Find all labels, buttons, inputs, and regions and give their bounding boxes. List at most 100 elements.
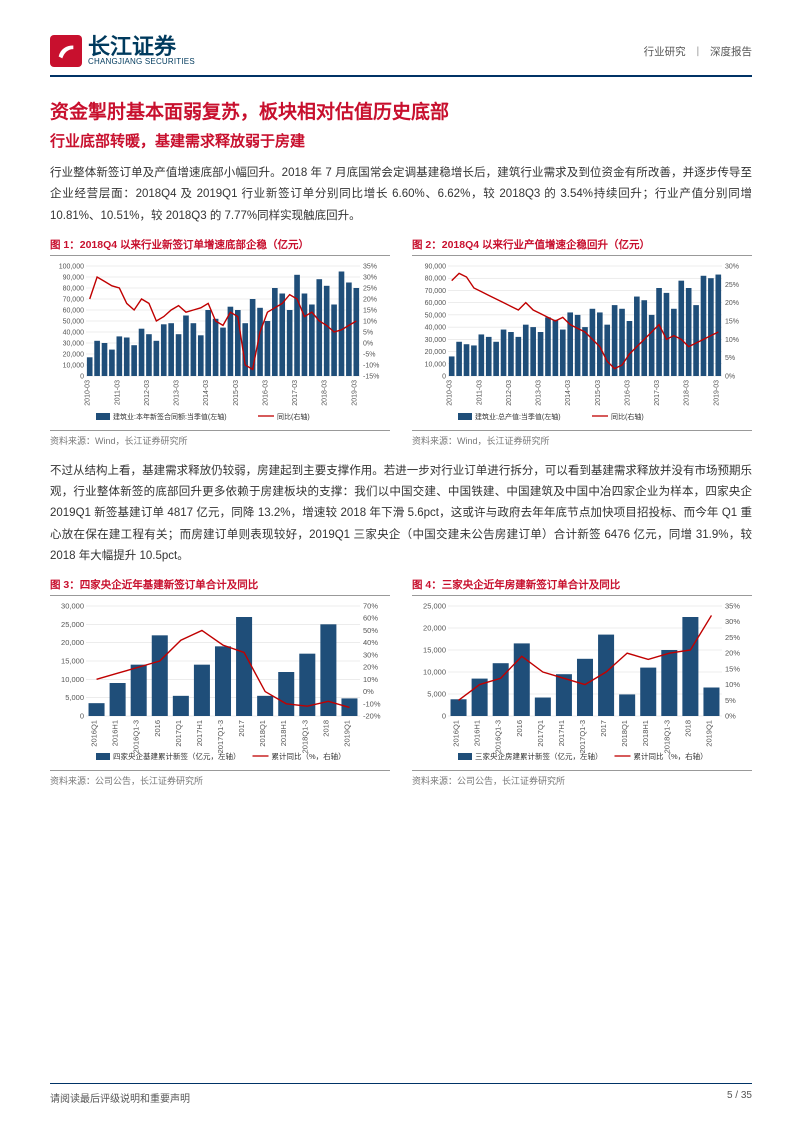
svg-text:25%: 25%: [725, 633, 740, 642]
svg-text:80,000: 80,000: [425, 276, 447, 283]
svg-text:-5%: -5%: [363, 351, 375, 358]
svg-text:累计同比（%，右轴）: 累计同比（%，右轴）: [634, 751, 708, 761]
svg-text:10,000: 10,000: [425, 361, 447, 368]
svg-text:5,000: 5,000: [65, 693, 84, 702]
svg-text:40,000: 40,000: [425, 324, 447, 331]
chart3: 05,00010,00015,00020,00025,00030,000-20%…: [50, 600, 390, 768]
charts-row-1: 图 1：2018Q4 以来行业新签订单增速底部企稳（亿元） 010,00020,…: [50, 237, 752, 447]
svg-text:2018-03: 2018-03: [322, 380, 329, 406]
svg-text:累计同比（%，右轴）: 累计同比（%，右轴）: [272, 751, 346, 761]
svg-text:20%: 20%: [725, 649, 740, 658]
svg-text:70,000: 70,000: [425, 288, 447, 295]
footer: 请阅读最后评级说明和重要声明 5 / 35: [50, 1083, 752, 1105]
svg-text:30,000: 30,000: [61, 602, 84, 611]
chart2-source: 资料来源：Wind，长江证券研究所: [412, 430, 752, 447]
logo-text-cn: 长江证券: [88, 36, 195, 58]
svg-text:2017-03: 2017-03: [292, 380, 299, 406]
svg-text:50,000: 50,000: [425, 312, 447, 319]
svg-text:建筑业:本年新签合同额:当季值(左轴): 建筑业:本年新签合同额:当季值(左轴): [113, 412, 227, 421]
svg-text:0%: 0%: [363, 340, 373, 347]
svg-text:30,000: 30,000: [425, 337, 447, 344]
svg-text:2017Q1: 2017Q1: [174, 720, 183, 747]
svg-text:-10%: -10%: [363, 699, 381, 708]
svg-text:2017-03: 2017-03: [654, 380, 661, 406]
svg-text:建筑业:总产值:当季值(左轴): 建筑业:总产值:当季值(左轴): [475, 412, 561, 421]
svg-text:2013-03: 2013-03: [174, 380, 181, 406]
svg-text:2016: 2016: [515, 720, 524, 737]
chart2: 010,00020,00030,00040,00050,00060,00070,…: [412, 260, 752, 428]
svg-text:15%: 15%: [363, 307, 377, 314]
svg-text:20,000: 20,000: [63, 351, 85, 358]
svg-text:20,000: 20,000: [61, 638, 84, 647]
sub-title: 行业底部转暖，基建需求释放弱于房建: [50, 130, 752, 151]
svg-text:三家央企房建累计新签（亿元，左轴）: 三家央企房建累计新签（亿元，左轴）: [475, 751, 603, 761]
svg-text:2012-03: 2012-03: [506, 380, 513, 406]
svg-text:2018H1: 2018H1: [641, 720, 650, 746]
svg-text:2016-03: 2016-03: [262, 380, 269, 406]
svg-text:0: 0: [80, 373, 84, 380]
svg-text:0%: 0%: [725, 712, 736, 721]
svg-text:2012-03: 2012-03: [144, 380, 151, 406]
main-title: 资金掣肘基本面弱复苏，板块相对估值历史底部: [50, 97, 752, 124]
svg-text:2018Q1-3: 2018Q1-3: [300, 720, 309, 753]
svg-text:2013-03: 2013-03: [536, 380, 543, 406]
svg-text:20%: 20%: [363, 663, 378, 672]
svg-text:-15%: -15%: [363, 373, 379, 380]
svg-text:2018Q1-3: 2018Q1-3: [662, 720, 671, 753]
svg-text:50%: 50%: [363, 626, 378, 635]
svg-text:2018Q1: 2018Q1: [258, 720, 267, 747]
svg-text:2010-03: 2010-03: [85, 380, 92, 406]
chart1-source: 资料来源：Wind，长江证券研究所: [50, 430, 390, 447]
svg-text:60%: 60%: [363, 614, 378, 623]
svg-text:15%: 15%: [725, 664, 740, 673]
svg-text:35%: 35%: [725, 602, 740, 611]
svg-text:2014-03: 2014-03: [565, 380, 572, 406]
svg-text:60,000: 60,000: [425, 300, 447, 307]
header-cat-1: 行业研究: [644, 46, 686, 58]
svg-text:70,000: 70,000: [63, 296, 85, 303]
svg-text:15,000: 15,000: [61, 657, 84, 666]
svg-text:30%: 30%: [725, 617, 740, 626]
svg-text:2011-03: 2011-03: [476, 380, 483, 405]
chart4: 05,00010,00015,00020,00025,0000%5%10%15%…: [412, 600, 752, 768]
svg-text:2016H1: 2016H1: [111, 720, 120, 746]
footer-note: 请阅读最后评级说明和重要声明: [50, 1090, 190, 1105]
svg-text:2019Q1: 2019Q1: [342, 720, 351, 747]
svg-text:2016H1: 2016H1: [473, 720, 482, 746]
svg-text:2017Q1-3: 2017Q1-3: [578, 720, 587, 753]
chart3-source: 资料来源：公司公告，长江证券研究所: [50, 770, 390, 787]
svg-text:2018: 2018: [683, 720, 692, 737]
svg-text:0%: 0%: [725, 373, 735, 380]
svg-text:2016Q1: 2016Q1: [452, 720, 461, 747]
svg-text:10,000: 10,000: [61, 675, 84, 684]
svg-text:20%: 20%: [725, 300, 739, 307]
header-category: 行业研究 丨 深度报告: [644, 44, 752, 59]
svg-text:90,000: 90,000: [63, 274, 85, 281]
svg-text:50,000: 50,000: [63, 318, 85, 325]
svg-text:2016: 2016: [153, 720, 162, 737]
svg-text:25%: 25%: [363, 285, 377, 292]
svg-text:2010-03: 2010-03: [447, 380, 454, 406]
paragraph-1: 行业整体新签订单及产值增速底部小幅回升。2018 年 7 月底国常会定调基建稳增…: [50, 163, 752, 227]
page-header: 长江证券 CHANGJIANG SECURITIES 行业研究 丨 深度报告: [50, 35, 752, 77]
svg-text:20%: 20%: [363, 296, 377, 303]
svg-text:5,000: 5,000: [427, 690, 446, 699]
svg-text:40%: 40%: [363, 638, 378, 647]
svg-text:5%: 5%: [725, 355, 735, 362]
svg-text:0%: 0%: [363, 687, 374, 696]
chart4-title: 图 4：三家央企近年房建新签订单合计及同比: [412, 577, 752, 596]
svg-text:10,000: 10,000: [63, 362, 85, 369]
svg-text:四家央企基建累计新签（亿元，左轴）: 四家央企基建累计新签（亿元，左轴）: [113, 751, 241, 761]
chart1: 010,00020,00030,00040,00050,00060,00070,…: [50, 260, 390, 428]
svg-text:70%: 70%: [363, 602, 378, 611]
svg-text:60,000: 60,000: [63, 307, 85, 314]
logo-text-en: CHANGJIANG SECURITIES: [88, 58, 195, 67]
svg-text:2016Q1: 2016Q1: [90, 720, 99, 747]
svg-text:同比(右轴): 同比(右轴): [277, 412, 310, 421]
svg-text:2016-03: 2016-03: [624, 380, 631, 406]
svg-text:10%: 10%: [363, 318, 377, 325]
svg-text:2017: 2017: [599, 720, 608, 737]
svg-text:2014-03: 2014-03: [203, 380, 210, 406]
logo: 长江证券 CHANGJIANG SECURITIES: [50, 35, 195, 67]
svg-text:-20%: -20%: [363, 712, 381, 721]
